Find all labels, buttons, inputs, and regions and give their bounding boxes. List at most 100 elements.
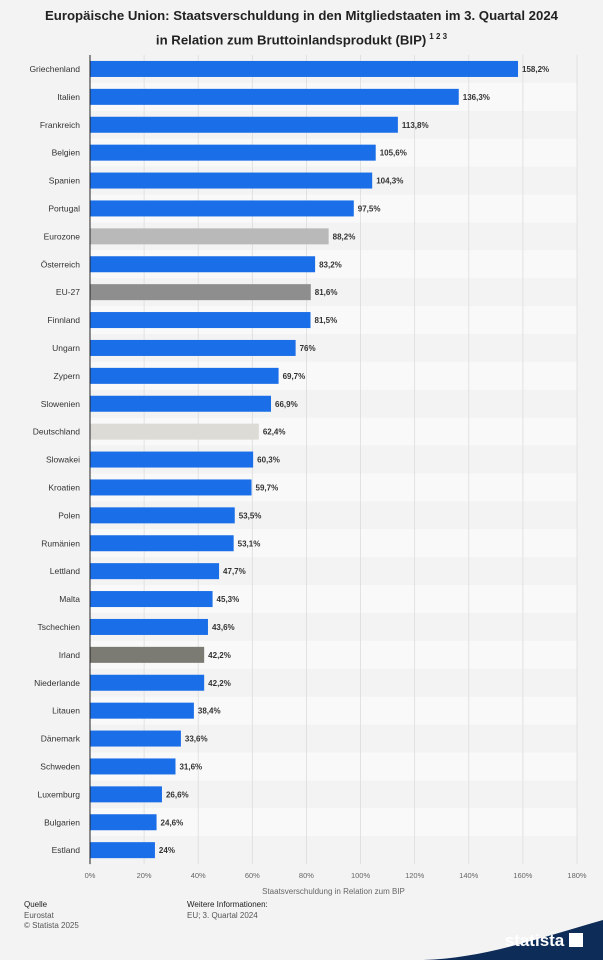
value-label: 59,7%: [256, 483, 279, 492]
x-tick-label: 100%: [351, 871, 371, 880]
bar-rum-nien: [90, 535, 234, 552]
value-label: 69,7%: [283, 372, 306, 381]
value-label: 66,9%: [275, 400, 298, 409]
bar--sterreich: [90, 256, 316, 273]
source-value[interactable]: Eurostat: [24, 911, 54, 920]
value-label: 31,6%: [179, 762, 202, 771]
bar-eu-27: [90, 284, 311, 301]
chart-title-line1: Europäische Union: Staatsverschuldung in…: [45, 8, 558, 23]
category-label: Zypern: [54, 371, 81, 381]
bar-lettland: [90, 563, 220, 580]
value-label: 81,6%: [315, 288, 338, 297]
category-label: Estland: [52, 845, 81, 855]
brand-text: statista: [504, 931, 565, 950]
bar-chart: 0% 20% 40% 60% 80% 100% 120% 140% 160% 180% Griech…: [29, 55, 587, 896]
chart-title-line2: in Relation zum Bruttoinlandsprodukt (BI…: [155, 32, 427, 48]
bar-litauen: [90, 702, 194, 719]
chart-title: Europäische Union: Staatsverschuldung in…: [10, 5, 593, 50]
statista-brand-band: [423, 920, 603, 960]
title-footnotes: 1 2 3: [429, 32, 448, 41]
category-label: Schweden: [40, 761, 80, 771]
category-label: Finnland: [47, 315, 80, 325]
value-label: 88,2%: [333, 232, 356, 241]
bar-luxemburg: [90, 786, 162, 803]
category-label: Belgien: [52, 148, 81, 158]
x-tick-label: 60%: [245, 871, 260, 880]
value-label: 76%: [300, 344, 316, 353]
x-tick-label: 40%: [191, 871, 206, 880]
copyright: © Statista 2025: [24, 921, 79, 930]
value-label: 43,6%: [212, 623, 235, 632]
row-stripe: [90, 808, 577, 837]
category-label: Deutschland: [33, 427, 81, 437]
category-label: Litauen: [52, 706, 80, 716]
bar-irland: [90, 646, 205, 663]
category-label: Österreich: [41, 259, 80, 269]
x-tick-label: 140%: [459, 871, 479, 880]
value-label: 62,4%: [263, 428, 286, 437]
bar-kroatien: [90, 479, 252, 496]
value-label: 136,3%: [463, 93, 490, 102]
bar-tschechien: [90, 618, 208, 635]
bar-slowenien: [90, 395, 272, 412]
category-label: Bulgarien: [44, 817, 80, 827]
category-label: Irland: [59, 650, 81, 660]
category-label: Spanien: [49, 176, 80, 186]
x-tick-label: 20%: [137, 871, 152, 880]
bar-malta: [90, 591, 213, 608]
bar-schweden: [90, 758, 176, 775]
category-label: Rumänien: [41, 538, 80, 548]
value-label: 42,2%: [208, 651, 231, 660]
category-label: Frankreich: [40, 120, 80, 130]
bar-d-nemark: [90, 730, 181, 747]
category-label: Portugal: [48, 203, 80, 213]
value-label: 81,5%: [315, 316, 338, 325]
value-label: 53,5%: [239, 511, 262, 520]
info-label: Weitere Informationen:: [187, 900, 268, 909]
category-label: Ungarn: [52, 343, 80, 353]
category-label: EU-27: [56, 287, 80, 297]
bar-zypern: [90, 367, 279, 384]
value-label: 24%: [159, 846, 175, 855]
x-axis-title: Staatsverschuldung in Relation zum BIP: [262, 887, 405, 896]
value-label: 33,6%: [185, 735, 208, 744]
category-label: Lettland: [50, 566, 81, 576]
value-label: 38,4%: [198, 707, 221, 716]
x-tick-label: 0%: [85, 871, 96, 880]
category-label: Kroatien: [48, 482, 80, 492]
bar-deutschland: [90, 423, 259, 440]
value-label: 158,2%: [522, 65, 549, 74]
bar-bulgarien: [90, 814, 157, 831]
bar-italien: [90, 88, 459, 105]
category-label: Slowakei: [46, 455, 80, 465]
x-tick-label: 80%: [299, 871, 314, 880]
bar-spanien: [90, 172, 373, 189]
source-label: Quelle: [24, 900, 48, 909]
category-label: Luxemburg: [37, 789, 80, 799]
value-label: 113,8%: [402, 121, 429, 130]
bar-niederlande: [90, 674, 205, 691]
value-label: 104,3%: [376, 177, 403, 186]
bar-portugal: [90, 200, 354, 217]
x-tick-label: 120%: [405, 871, 425, 880]
category-label: Polen: [58, 510, 80, 520]
value-label: 97,5%: [358, 204, 381, 213]
category-label: Italien: [57, 92, 80, 102]
value-label: 105,6%: [380, 149, 407, 158]
x-tick-label: 160%: [513, 871, 533, 880]
value-label: 60,3%: [257, 456, 280, 465]
category-label: Dänemark: [41, 734, 81, 744]
bar-griechenland: [90, 60, 519, 77]
value-label: 42,2%: [208, 679, 231, 688]
category-label: Niederlande: [34, 678, 80, 688]
statista-logo[interactable]: statista: [505, 931, 583, 951]
category-label: Tschechien: [37, 622, 80, 632]
bar-estland: [90, 842, 155, 859]
bar-finnland: [90, 312, 311, 329]
chart-title-line2-wrap: in Relation zum Bruttoinlandsprodukt (BI…: [10, 26, 593, 50]
statista-logo-icon: [569, 933, 583, 947]
value-label: 47,7%: [223, 567, 246, 576]
bar-eurozone: [90, 228, 329, 245]
category-label: Malta: [59, 594, 80, 604]
value-label: 53,1%: [238, 539, 261, 548]
